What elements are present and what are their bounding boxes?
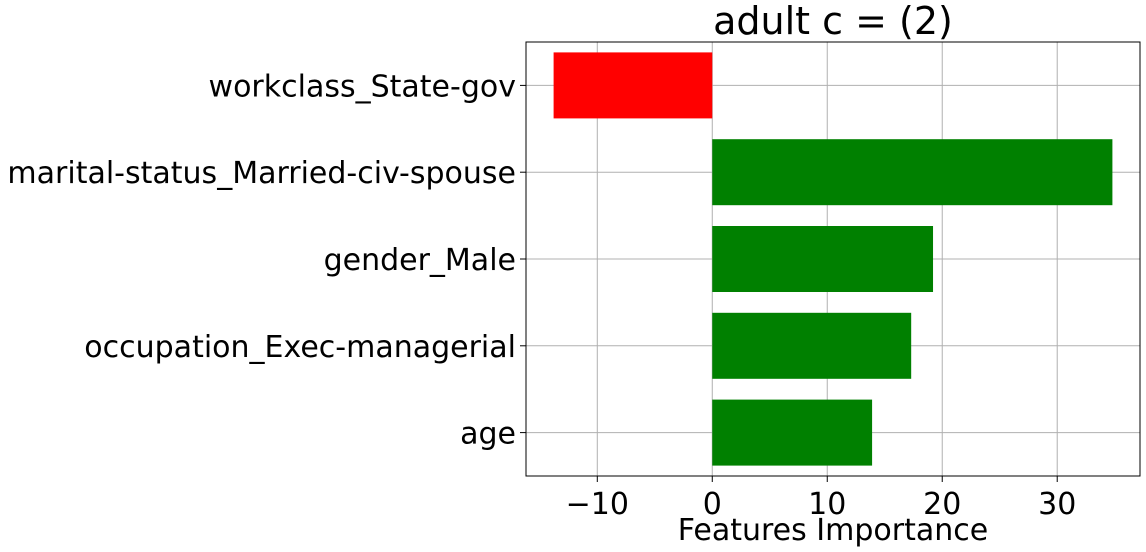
x-tick-label: 30 [1038,487,1076,522]
bar-marital-status_Married-civ-spouse [712,139,1113,206]
x-axis-label: Features Importance [678,513,988,548]
bar-age [712,399,873,466]
y-tick-label: gender_Male [324,243,516,278]
x-tick-label: −10 [566,487,629,522]
bar-occupation_Exec-managerial [712,312,912,379]
y-tick-label: age [460,417,516,452]
bar-workclass_State-gov [553,52,713,119]
ticks: −10 0 10 20 30 workclass_State-gov marital-sta… [7,69,1076,522]
x-tick-label: 0 [703,487,722,522]
chart-title: adult c = (2) [713,0,953,43]
y-tick-label: workclass_State-gov [209,69,516,104]
x-tick-label: 20 [923,487,961,522]
bars [553,52,1113,466]
y-tick-label: occupation_Exec-managerial [84,330,516,365]
x-tick-label: 10 [808,487,846,522]
y-tick-label: marital-status_Married-civ-spouse [7,156,516,191]
bar-gender_Male [712,226,934,292]
